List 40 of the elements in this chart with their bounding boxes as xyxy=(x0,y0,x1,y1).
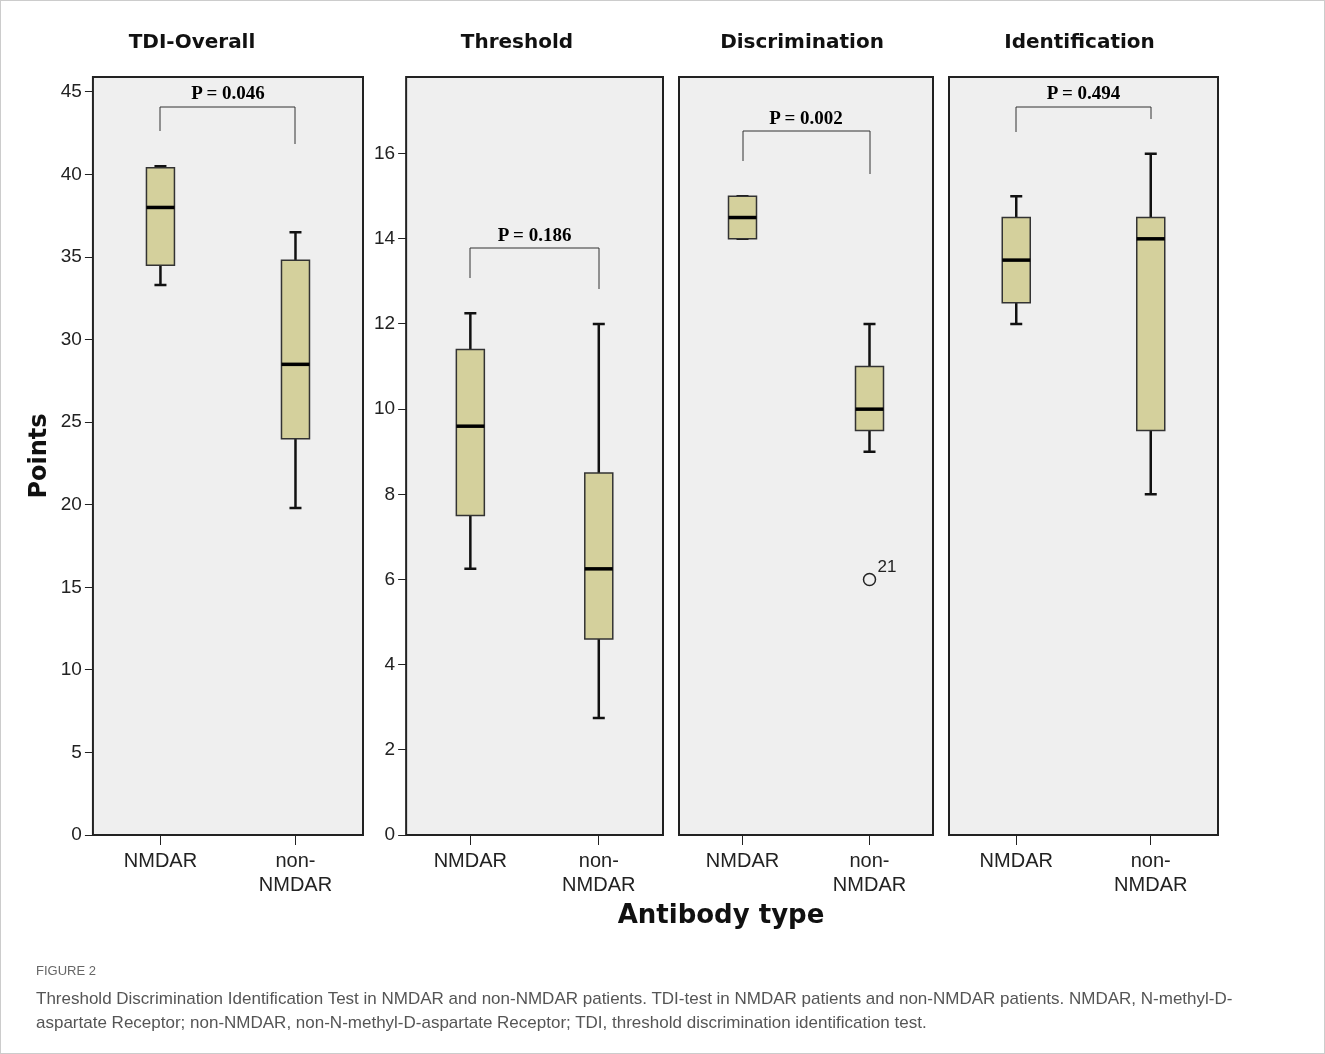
x-tick-label: NMDAR xyxy=(433,848,508,871)
y-tick-label: 30 xyxy=(60,327,82,349)
y-tick-label: 0 xyxy=(71,823,82,845)
y-tick-label: 2 xyxy=(384,738,396,760)
x-tick-label: non-NMDAR xyxy=(832,848,907,895)
chart-title: TDI-Overall xyxy=(128,29,256,54)
chart-title: Threshold xyxy=(460,29,574,54)
annotation: P = 0.046 xyxy=(191,82,265,104)
y-tick-label: 16 xyxy=(373,141,396,163)
y-tick-label: 6 xyxy=(384,567,396,589)
x-tick-label: non-NMDAR xyxy=(562,848,636,895)
y-tick-label: 45 xyxy=(60,80,82,102)
y-tick-label: 10 xyxy=(373,397,396,419)
y-tick-label: 40 xyxy=(60,162,82,184)
y-tick-label: 0 xyxy=(384,823,396,845)
x-axis-title: Antibody type xyxy=(616,899,826,929)
text: Threshold Discrimination Identification Test in NMDAR and non-NMDAR patients. TDI-test in NMDAR patients and non-NMDAR patients. NMDAR, N-methyl-D-aspartate Receptor; non-NMDAR, non-N-methyl-D-aspartate Receptor; TDI, threshold discrimination identification test. xyxy=(36,988,1234,1034)
chart-title: Discrimination xyxy=(720,29,884,54)
y-tick-label: 5 xyxy=(71,740,82,762)
annotation: 21 xyxy=(877,556,897,576)
y-tick-label: 35 xyxy=(60,245,82,267)
caption: FIGURE 2 xyxy=(36,962,97,980)
x-tick-label: NMDAR xyxy=(979,848,1053,871)
chart-title: Identification xyxy=(1004,29,1155,54)
y-tick-label: 8 xyxy=(384,482,396,504)
x-tick-label: NMDAR xyxy=(123,848,198,871)
x-tick-label: non-NMDAR xyxy=(1114,848,1188,895)
annotation: P = 0.494 xyxy=(1046,82,1121,104)
x-tick-label: NMDAR xyxy=(705,848,780,871)
y-tick-label: 10 xyxy=(60,658,82,680)
annotation: P = 0.002 xyxy=(769,106,843,128)
y-tick-label: 14 xyxy=(373,227,396,249)
x-tick-label: non-NMDAR xyxy=(258,848,333,895)
y-tick-label: 25 xyxy=(60,410,82,432)
y-tick-label: 15 xyxy=(60,575,82,597)
y-tick-label: 20 xyxy=(60,492,82,514)
annotation: P = 0.186 xyxy=(497,223,572,245)
y-tick-label: 4 xyxy=(384,652,396,674)
y-axis-title: Points xyxy=(23,413,52,499)
y-tick-label: 12 xyxy=(373,312,396,334)
